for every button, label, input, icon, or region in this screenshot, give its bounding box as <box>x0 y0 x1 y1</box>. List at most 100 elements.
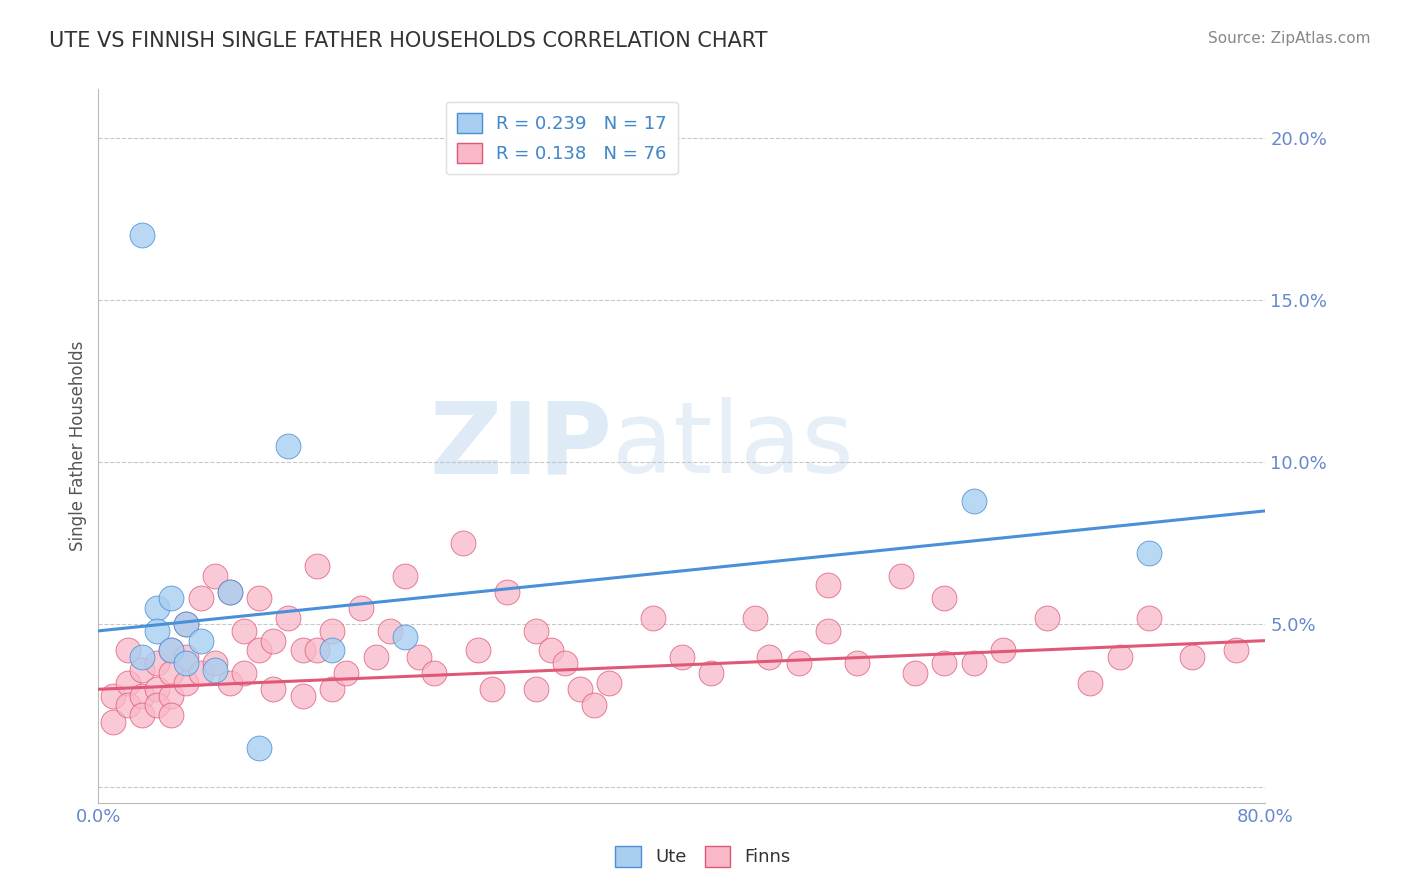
Point <box>394 568 416 582</box>
Point <box>350 601 373 615</box>
Point <box>904 666 927 681</box>
Point <box>204 568 226 582</box>
Point <box>233 666 256 681</box>
Point <box>218 675 240 690</box>
Point <box>146 624 169 638</box>
Point <box>700 666 723 681</box>
Y-axis label: Single Father Households: Single Father Households <box>69 341 87 551</box>
Point <box>262 633 284 648</box>
Point <box>496 585 519 599</box>
Point <box>101 689 124 703</box>
Point <box>174 649 197 664</box>
Point <box>131 649 153 664</box>
Point <box>174 657 197 671</box>
Point <box>1225 643 1247 657</box>
Point <box>423 666 446 681</box>
Point <box>146 682 169 697</box>
Text: atlas: atlas <box>612 398 853 494</box>
Point <box>1035 611 1057 625</box>
Point <box>380 624 402 638</box>
Point <box>233 624 256 638</box>
Point <box>262 682 284 697</box>
Point <box>744 611 766 625</box>
Point <box>1080 675 1102 690</box>
Point <box>364 649 387 664</box>
Point <box>991 643 1014 657</box>
Point <box>817 624 839 638</box>
Point <box>291 689 314 703</box>
Point <box>890 568 912 582</box>
Point <box>583 698 606 713</box>
Point <box>101 714 124 729</box>
Point <box>1108 649 1130 664</box>
Point <box>131 689 153 703</box>
Point <box>117 675 139 690</box>
Point <box>131 708 153 723</box>
Point <box>160 643 183 657</box>
Point <box>174 617 197 632</box>
Point <box>641 611 664 625</box>
Point <box>131 663 153 677</box>
Point <box>204 663 226 677</box>
Point <box>247 643 270 657</box>
Point <box>291 643 314 657</box>
Point <box>817 578 839 592</box>
Point <box>335 666 357 681</box>
Point <box>846 657 869 671</box>
Point <box>146 657 169 671</box>
Point <box>540 643 562 657</box>
Point <box>598 675 620 690</box>
Point <box>160 708 183 723</box>
Point <box>1181 649 1204 664</box>
Point <box>524 624 547 638</box>
Point <box>117 698 139 713</box>
Point <box>758 649 780 664</box>
Point <box>204 657 226 671</box>
Point <box>1137 546 1160 560</box>
Point <box>190 633 212 648</box>
Point <box>394 631 416 645</box>
Point <box>190 666 212 681</box>
Point <box>277 611 299 625</box>
Point <box>146 698 169 713</box>
Point <box>218 585 240 599</box>
Point <box>117 643 139 657</box>
Point <box>1137 611 1160 625</box>
Point <box>131 228 153 243</box>
Point <box>247 591 270 606</box>
Text: Source: ZipAtlas.com: Source: ZipAtlas.com <box>1208 31 1371 46</box>
Point <box>307 643 329 657</box>
Point <box>307 559 329 574</box>
Point <box>568 682 591 697</box>
Point <box>160 591 183 606</box>
Point <box>190 591 212 606</box>
Point <box>962 494 984 508</box>
Legend: Ute, Finns: Ute, Finns <box>609 838 797 874</box>
Point <box>160 689 183 703</box>
Point <box>321 643 343 657</box>
Point <box>451 536 474 550</box>
Point <box>146 601 169 615</box>
Legend: R = 0.239   N = 17, R = 0.138   N = 76: R = 0.239 N = 17, R = 0.138 N = 76 <box>446 102 678 174</box>
Point <box>160 666 183 681</box>
Point <box>160 643 183 657</box>
Point <box>934 657 956 671</box>
Point <box>174 675 197 690</box>
Point <box>934 591 956 606</box>
Point <box>408 649 430 664</box>
Point <box>671 649 693 664</box>
Point <box>481 682 503 697</box>
Point <box>277 439 299 453</box>
Point <box>787 657 810 671</box>
Point <box>321 624 343 638</box>
Text: UTE VS FINNISH SINGLE FATHER HOUSEHOLDS CORRELATION CHART: UTE VS FINNISH SINGLE FATHER HOUSEHOLDS … <box>49 31 768 51</box>
Point <box>962 657 984 671</box>
Point <box>218 585 240 599</box>
Point <box>247 740 270 755</box>
Text: ZIP: ZIP <box>429 398 612 494</box>
Point <box>467 643 489 657</box>
Point <box>524 682 547 697</box>
Point <box>321 682 343 697</box>
Point <box>174 617 197 632</box>
Point <box>554 657 576 671</box>
